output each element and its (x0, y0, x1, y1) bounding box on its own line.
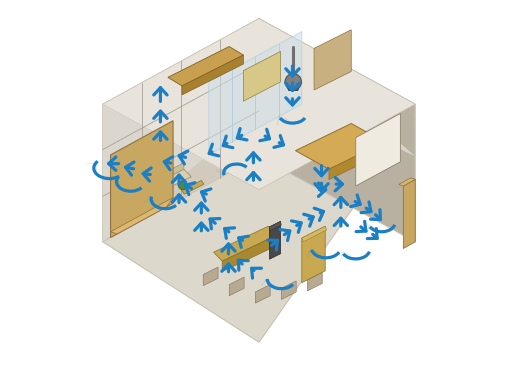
Polygon shape (255, 285, 270, 303)
Polygon shape (295, 124, 385, 169)
Polygon shape (203, 267, 218, 286)
Polygon shape (209, 32, 302, 154)
Polygon shape (269, 221, 281, 259)
Polygon shape (329, 142, 385, 180)
Polygon shape (182, 180, 204, 194)
Polygon shape (314, 30, 351, 90)
Circle shape (285, 74, 301, 90)
Polygon shape (103, 19, 415, 342)
Polygon shape (259, 19, 415, 242)
Polygon shape (103, 19, 259, 242)
Polygon shape (404, 179, 415, 248)
Polygon shape (103, 19, 259, 242)
Polygon shape (243, 51, 281, 101)
Polygon shape (110, 121, 173, 238)
Polygon shape (110, 198, 173, 234)
Polygon shape (131, 163, 184, 195)
Polygon shape (182, 55, 243, 95)
Polygon shape (131, 169, 191, 203)
Polygon shape (281, 281, 296, 299)
Polygon shape (356, 113, 400, 186)
Polygon shape (285, 82, 301, 90)
Polygon shape (103, 19, 415, 190)
Polygon shape (103, 19, 415, 242)
Polygon shape (229, 277, 244, 296)
Polygon shape (302, 226, 325, 283)
Polygon shape (399, 178, 415, 186)
Polygon shape (222, 235, 277, 272)
Polygon shape (269, 221, 281, 231)
Polygon shape (302, 226, 327, 242)
Polygon shape (307, 272, 322, 291)
Circle shape (178, 181, 187, 190)
Polygon shape (213, 226, 277, 261)
Polygon shape (168, 46, 243, 86)
